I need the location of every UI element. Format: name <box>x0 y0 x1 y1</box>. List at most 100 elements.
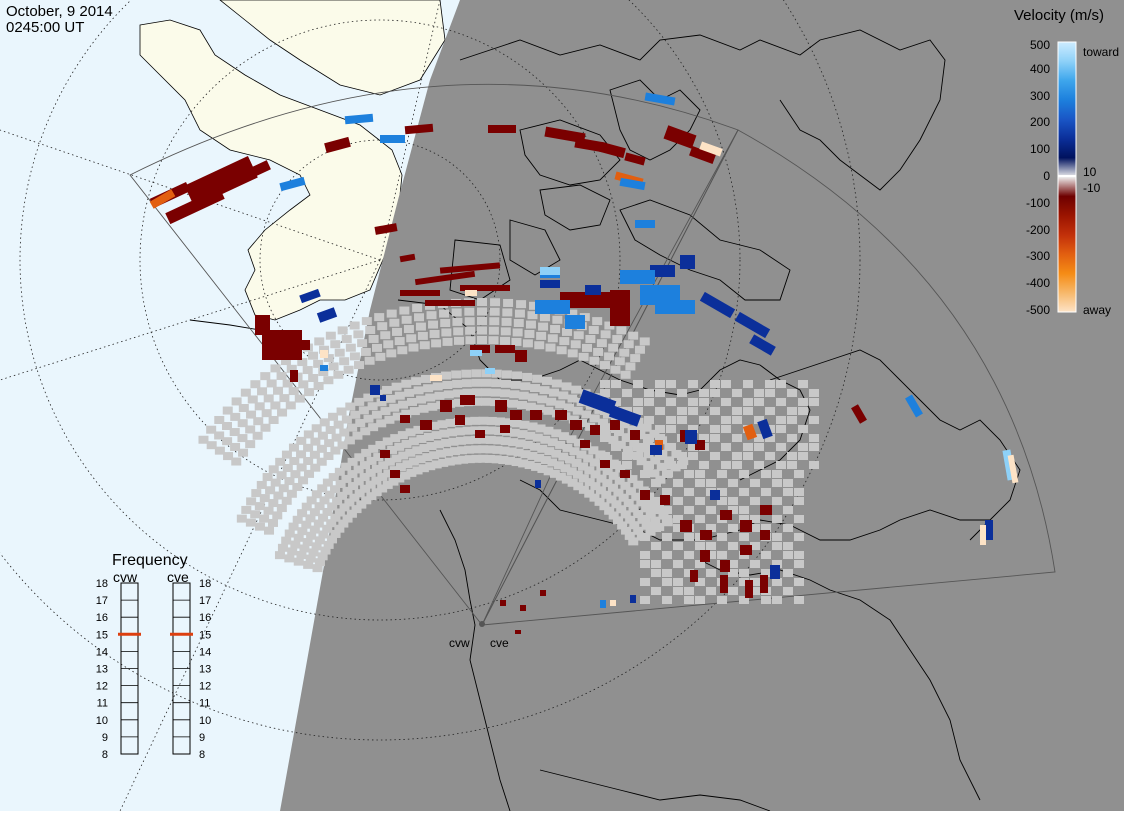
scatter-cell <box>376 419 387 428</box>
scatter-cell <box>371 476 382 485</box>
scatter-cell <box>275 457 286 466</box>
scatter-cell <box>500 327 511 336</box>
scatter-cell <box>374 223 398 235</box>
scatter-cell <box>313 519 324 528</box>
scatter-cell <box>332 497 343 506</box>
scatter-cell <box>739 578 749 586</box>
scatter-cell <box>281 496 292 505</box>
scatter-cell <box>634 345 645 354</box>
scatter-cell <box>601 490 612 499</box>
scatter-cell <box>399 253 416 263</box>
scatter-cell <box>420 420 432 430</box>
scatter-cell <box>454 427 465 436</box>
scatter-cell <box>699 398 709 406</box>
scatter-cell <box>677 407 687 415</box>
frequency-tick-label: 18 <box>96 578 108 590</box>
scatter-cell <box>645 527 656 536</box>
scatter-cell <box>728 479 738 487</box>
scatter-cell <box>535 424 546 433</box>
scatter-cell <box>493 436 504 445</box>
scatter-cell <box>596 339 607 348</box>
scatter-cell <box>384 457 395 466</box>
scatter-cell <box>365 468 376 477</box>
scatter-cell <box>380 407 391 416</box>
scatter-cell <box>798 398 808 406</box>
scatter-cell <box>454 398 465 407</box>
scatter-cell <box>464 455 475 464</box>
scatter-cell <box>274 551 285 560</box>
scatter-cell <box>296 450 307 459</box>
scatter-cell <box>566 435 577 444</box>
scatter-cell <box>633 380 643 388</box>
scatter-cell <box>270 401 281 410</box>
scatter-cell <box>405 448 416 457</box>
scatter-cell <box>290 470 301 479</box>
scatter-cell <box>431 339 442 348</box>
scatter-cell <box>463 436 474 445</box>
scatter-cell <box>471 378 482 387</box>
scatter-cell <box>539 313 550 322</box>
scatter-cell <box>662 506 672 514</box>
scatter-cell <box>303 430 314 439</box>
scatter-cell <box>606 495 617 504</box>
scatter-cell <box>453 327 464 336</box>
scatter-cell <box>787 461 797 469</box>
scatter-cell <box>577 418 588 427</box>
scatter-cell <box>241 505 252 514</box>
scatter-cell <box>265 486 276 495</box>
scatter-cell <box>500 600 506 606</box>
scatter-cell <box>309 450 320 459</box>
scatter-cell <box>772 560 782 568</box>
scatter-cell <box>330 340 341 349</box>
scatter-cell <box>721 398 731 406</box>
scatter-cell <box>394 442 405 451</box>
scatter-cell <box>500 437 511 446</box>
scatter-cell <box>378 461 389 470</box>
scatter-cell <box>650 456 661 465</box>
scatter-cell <box>304 388 315 397</box>
scatter-cell <box>354 397 365 406</box>
scatter-cell <box>662 470 672 478</box>
colorbar-tick-label: -100 <box>1026 196 1050 210</box>
scatter-cell <box>537 395 548 404</box>
scatter-cell <box>338 519 349 528</box>
scatter-cell <box>290 370 298 382</box>
scatter-cell <box>629 438 640 447</box>
scatter-cell <box>314 337 325 346</box>
scatter-cell <box>547 458 558 467</box>
frequency-tick-label: 17 <box>96 595 108 607</box>
scatter-cell <box>392 327 403 336</box>
scatter-cell <box>484 454 495 463</box>
scatter-cell <box>651 542 661 550</box>
scatter-cell <box>564 455 575 464</box>
scatter-cell <box>284 529 295 538</box>
scatter-cell <box>245 440 256 449</box>
scatter-cell <box>323 452 334 461</box>
scatter-cell <box>298 380 309 389</box>
scatter-cell <box>398 451 409 460</box>
scatter-cell <box>328 473 339 482</box>
scatter-cell <box>761 596 771 604</box>
scatter-cell <box>352 431 363 440</box>
scatter-cell <box>334 467 345 476</box>
scatter-cell <box>462 417 473 426</box>
scatter-cell <box>395 463 406 472</box>
scatter-cell <box>599 502 610 511</box>
scatter-cell <box>339 428 350 437</box>
scatter-cell <box>303 456 314 465</box>
scatter-cell <box>776 380 786 388</box>
scatter-cell <box>506 447 517 456</box>
scatter-cell <box>569 447 580 456</box>
scatter-cell <box>317 552 328 561</box>
scatter-cell <box>585 334 596 343</box>
scatter-cell <box>787 407 797 415</box>
scatter-cell <box>567 349 578 358</box>
scatter-cell <box>772 470 782 478</box>
scatter-cell <box>367 402 378 411</box>
scatter-cell <box>478 416 489 425</box>
scatter-cell <box>616 326 627 335</box>
scatter-cell <box>360 347 371 356</box>
scatter-cell <box>721 461 731 469</box>
scatter-cell <box>558 391 569 400</box>
scatter-cell <box>527 393 538 402</box>
